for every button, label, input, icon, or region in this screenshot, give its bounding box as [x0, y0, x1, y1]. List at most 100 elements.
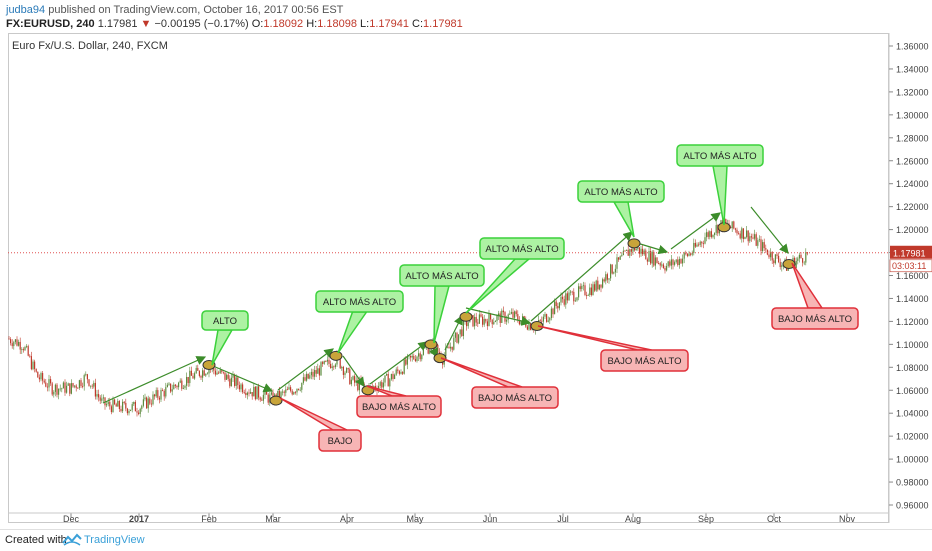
candle-body	[485, 319, 487, 322]
candle-body	[765, 248, 767, 250]
candle-body	[112, 399, 114, 413]
candle-body	[571, 291, 573, 293]
candle-body	[662, 264, 664, 269]
candle-body	[101, 398, 103, 401]
candle-body	[333, 366, 335, 368]
candle-body	[46, 386, 48, 388]
candle-body	[635, 248, 637, 251]
candle-body	[656, 257, 658, 264]
candle-body	[707, 232, 709, 237]
candle-body	[453, 337, 455, 350]
low-value: 1.17941	[369, 18, 409, 30]
candle-body	[398, 371, 400, 374]
candle-body	[243, 392, 245, 394]
candle-body	[341, 366, 343, 369]
candle-body	[238, 385, 240, 390]
candle-body	[627, 249, 629, 256]
candle-body	[597, 280, 599, 290]
tradingview-brand[interactable]: TradingView	[84, 534, 145, 546]
candle-body	[448, 346, 450, 349]
callout-label: ALTO MÁS ALTO	[584, 187, 657, 198]
candle-body	[694, 242, 696, 247]
candle-body	[8, 338, 10, 340]
candle-body	[590, 287, 592, 296]
candle-body	[178, 382, 180, 388]
candle-body	[416, 356, 418, 362]
candle-body	[254, 386, 256, 400]
candle-body	[258, 386, 260, 398]
candle-body	[221, 370, 223, 372]
candle-body	[230, 377, 232, 387]
candle-body	[59, 388, 61, 390]
candle-body	[733, 221, 735, 229]
y-tick-label: 1.34000	[896, 64, 929, 74]
price-chart[interactable]: 1.36000 1.34000 1.32000 1.30000 1.28000 1.260…	[0, 0, 932, 530]
candle-body	[165, 387, 167, 397]
candle-body	[672, 259, 674, 265]
candle-body	[186, 376, 188, 386]
candle-body	[600, 284, 602, 288]
candle-body	[547, 320, 549, 322]
candle-body	[499, 313, 501, 323]
candle-body	[214, 370, 216, 375]
candle-body	[637, 247, 639, 249]
candle-body	[550, 308, 552, 318]
candle-body	[346, 368, 348, 373]
candle-body	[10, 339, 12, 344]
last-price: 1.17981	[97, 18, 138, 30]
candle-body	[301, 382, 303, 390]
candle-body	[29, 355, 31, 357]
candle-body	[394, 374, 396, 379]
candle-body	[70, 383, 72, 394]
candle-body	[406, 356, 408, 365]
candle-body	[582, 285, 584, 287]
candle-body	[328, 359, 330, 364]
candle-body	[458, 334, 460, 343]
candle-body	[720, 220, 722, 225]
candle-body	[445, 347, 447, 356]
candle-body	[152, 394, 154, 405]
candle-body	[77, 387, 79, 389]
footer: Created with TradingView	[0, 529, 932, 551]
candle-body	[760, 239, 762, 251]
candle-body	[344, 372, 346, 375]
annotation-callouts: ALTO BAJO ALTO MÁS ALTO BAJO MÁS ALTO ALTO M…	[201, 144, 859, 452]
candle-body	[606, 274, 608, 280]
candle-body	[411, 355, 413, 358]
y-tick-label: 1.08000	[896, 363, 929, 373]
candle-body	[410, 355, 412, 358]
candle-body	[176, 385, 178, 388]
candle-body	[54, 384, 56, 392]
candle-body	[120, 408, 122, 412]
candle-body	[53, 391, 55, 395]
candle-body	[418, 353, 420, 357]
candle-body	[483, 319, 485, 325]
candle-body	[581, 285, 583, 289]
candle-body	[730, 227, 732, 229]
x-tick-label: Oct	[767, 514, 782, 524]
candle-body	[96, 394, 98, 397]
candle-body	[30, 356, 32, 370]
candle-body	[454, 332, 456, 338]
candle-body	[357, 380, 359, 391]
candle-body	[654, 257, 656, 266]
open-value: 1.18092	[263, 18, 304, 30]
candle-body	[50, 379, 52, 384]
swing-marker	[530, 320, 544, 331]
candle-body	[200, 375, 202, 378]
candle-body	[578, 286, 580, 298]
candle-body	[269, 394, 271, 403]
candle-body	[560, 296, 562, 303]
candle-body	[213, 366, 215, 371]
candle-body	[776, 254, 778, 256]
close-label: C:	[412, 18, 424, 30]
candle-body	[442, 361, 444, 365]
candle-body	[688, 253, 690, 256]
y-tick-label: 1.00000	[896, 455, 929, 465]
author-link[interactable]: judba94	[6, 4, 46, 16]
candle-body	[38, 377, 40, 380]
candle-body	[710, 231, 712, 238]
x-tick-label: Apr	[340, 514, 354, 524]
trend-arrow	[369, 341, 428, 385]
candle-body	[456, 332, 458, 343]
